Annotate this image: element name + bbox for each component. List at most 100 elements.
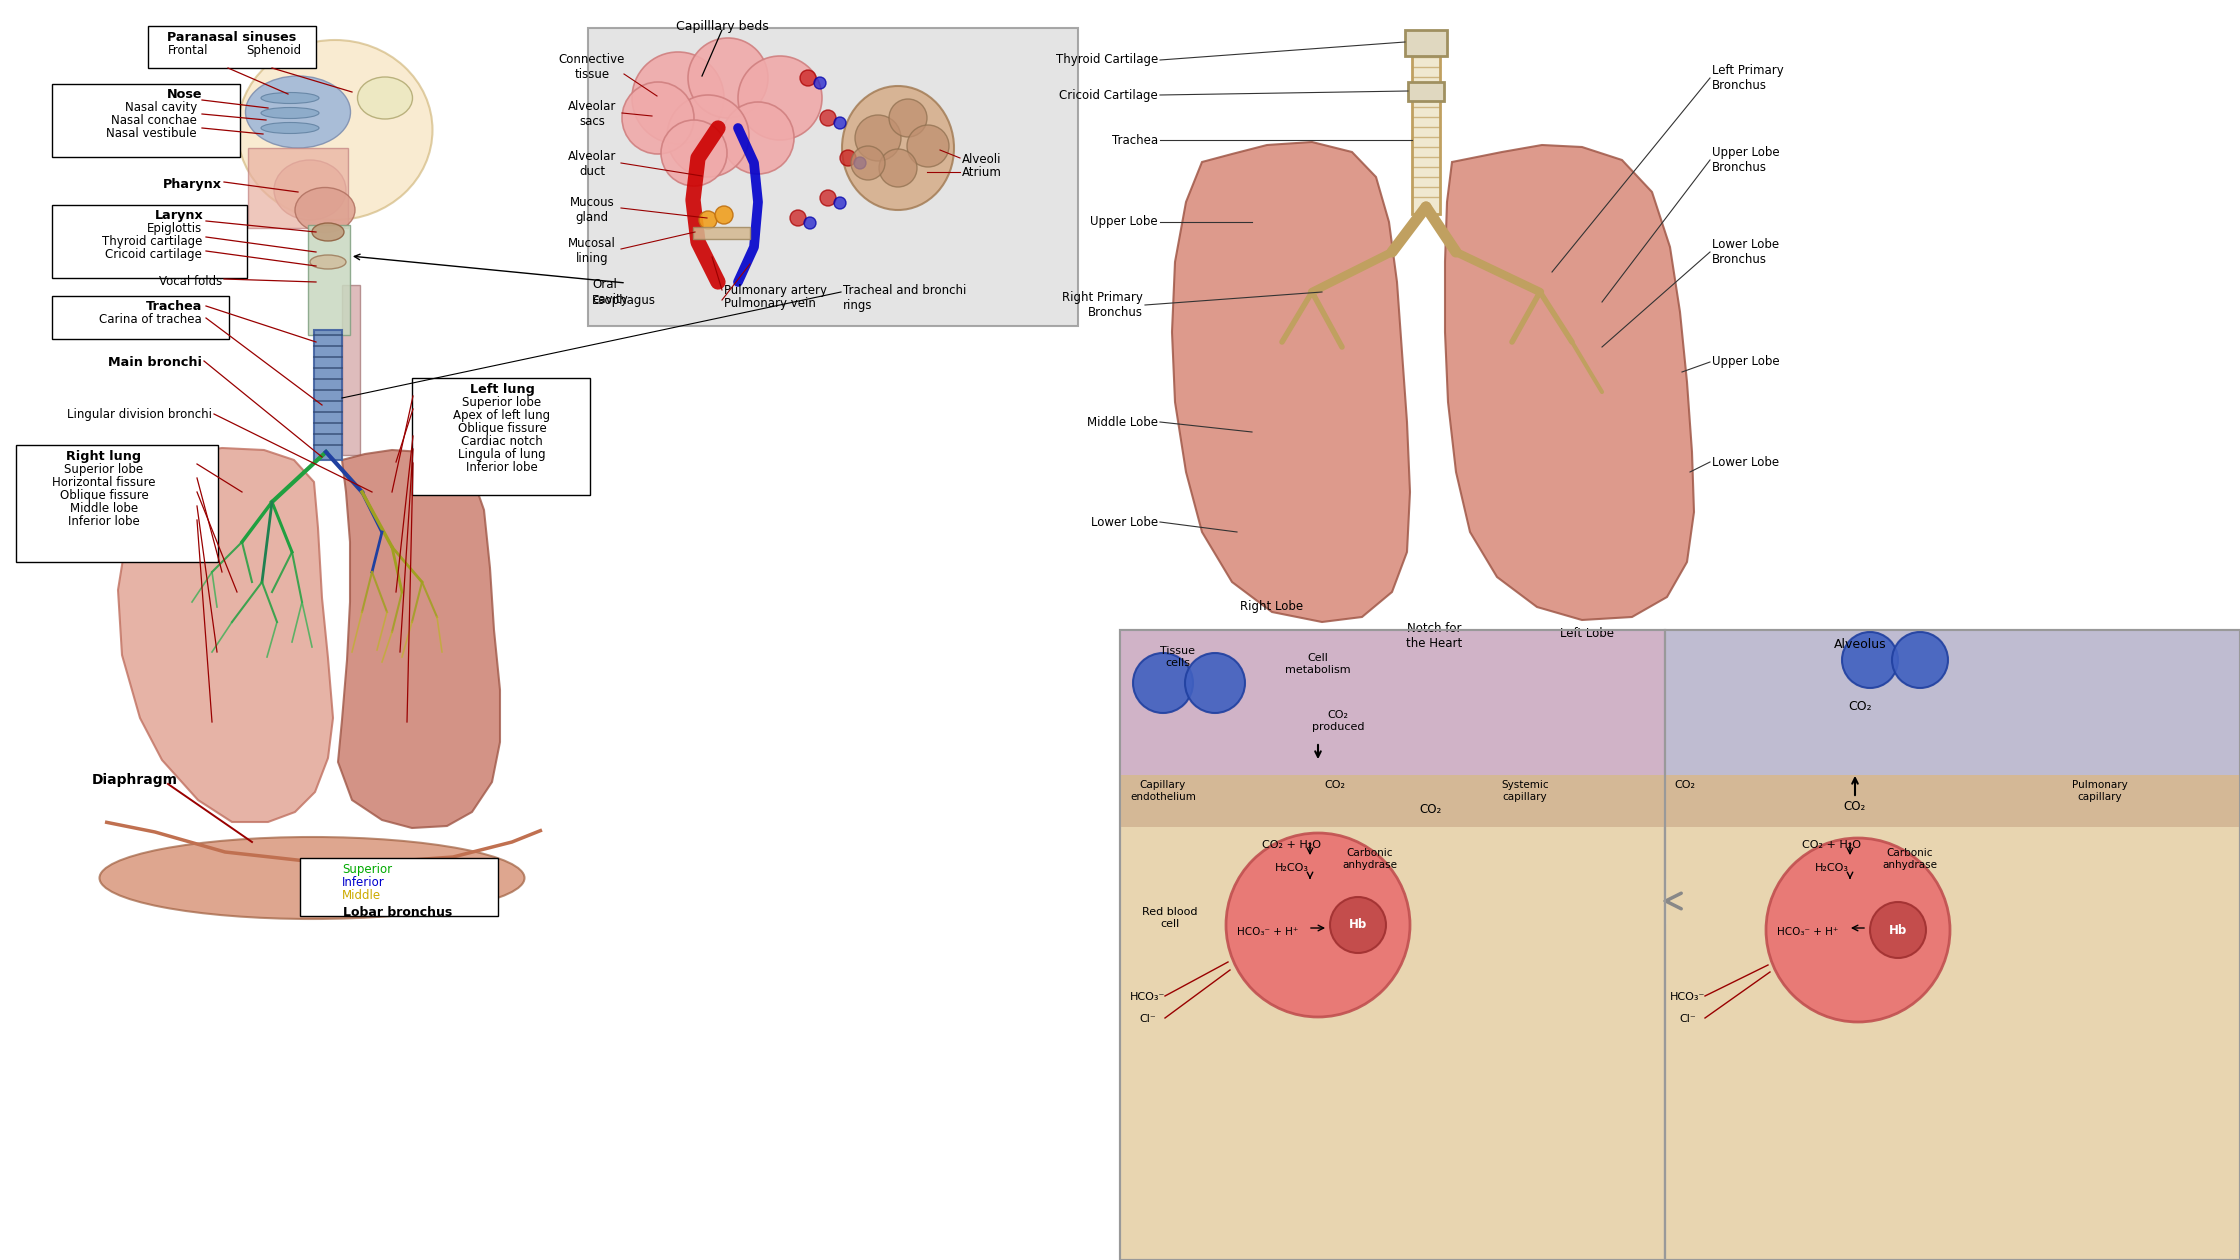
Text: CO₂ + H₂O: CO₂ + H₂O [1803, 840, 1861, 851]
Ellipse shape [296, 188, 354, 233]
Bar [1411, 32, 1440, 214]
Text: Thyroid Cartilage: Thyroid Cartilage [1055, 53, 1158, 67]
Text: Pharynx: Pharynx [164, 178, 222, 192]
Text: Pulmonary
capillary: Pulmonary capillary [2072, 780, 2128, 801]
Circle shape [668, 94, 748, 176]
Text: Left Primary
Bronchus: Left Primary Bronchus [1711, 64, 1783, 92]
Bar [343, 285, 361, 455]
Text: Hb: Hb [1888, 924, 1906, 936]
Text: Inferior lobe: Inferior lobe [466, 461, 538, 474]
Bar [314, 330, 343, 460]
Text: Inferior lobe: Inferior lobe [67, 515, 139, 528]
Text: Upper Lobe
Bronchus: Upper Lobe Bronchus [1711, 146, 1779, 174]
Text: Lower Lobe: Lower Lobe [1091, 515, 1158, 528]
Text: Diaphragm: Diaphragm [92, 772, 177, 788]
Bar [1404, 30, 1447, 55]
Text: Nose: Nose [166, 88, 202, 101]
Bar [1120, 630, 1664, 1260]
Bar [1120, 775, 1664, 827]
Text: Superior lobe: Superior lobe [461, 396, 542, 410]
Circle shape [1185, 653, 1245, 713]
Circle shape [840, 150, 856, 166]
Text: HCO₃⁻ + H⁺: HCO₃⁻ + H⁺ [1776, 927, 1839, 937]
Text: Middle lobe: Middle lobe [69, 501, 139, 515]
Circle shape [813, 77, 827, 89]
Text: Alveoli: Alveoli [961, 152, 1001, 166]
Circle shape [851, 146, 885, 180]
Text: Apex of left lung: Apex of left lung [452, 410, 551, 422]
Text: Mucous
gland: Mucous gland [569, 197, 614, 224]
Bar [1120, 630, 1664, 1260]
Circle shape [737, 55, 822, 140]
Text: Left Lobe: Left Lobe [1559, 627, 1615, 640]
Text: Middle Lobe: Middle Lobe [1086, 416, 1158, 428]
Text: Pulmonary artery: Pulmonary artery [724, 284, 827, 297]
Text: Hb: Hb [1348, 919, 1366, 931]
Text: Oblique fissure: Oblique fissure [457, 422, 547, 435]
Circle shape [878, 149, 916, 186]
Ellipse shape [358, 77, 412, 118]
Text: Alveolar
sacs: Alveolar sacs [567, 100, 616, 129]
Bar [307, 226, 349, 335]
Text: Upper Lobe: Upper Lobe [1091, 215, 1158, 228]
Circle shape [699, 210, 717, 229]
Ellipse shape [262, 107, 318, 118]
Text: Oblique fissure: Oblique fissure [60, 489, 148, 501]
Text: H₂CO₃: H₂CO₃ [1275, 863, 1308, 873]
Circle shape [853, 158, 867, 169]
Text: Tracheal and bronchi
rings: Tracheal and bronchi rings [842, 284, 965, 312]
Text: CO₂: CO₂ [1848, 701, 1873, 713]
Bar [587, 28, 1077, 326]
Text: Esophagus: Esophagus [591, 294, 656, 307]
Ellipse shape [842, 86, 954, 210]
Circle shape [1765, 838, 1951, 1022]
Text: CO₂: CO₂ [1676, 780, 1696, 790]
Circle shape [820, 190, 836, 205]
Text: CO₂: CO₂ [1324, 780, 1346, 790]
Ellipse shape [262, 122, 318, 134]
Text: Lingular division bronchi: Lingular division bronchi [67, 408, 213, 421]
Bar [1664, 630, 2240, 1260]
Circle shape [1225, 833, 1409, 1017]
Text: Carina of trachea: Carina of trachea [99, 312, 202, 326]
Bar [412, 378, 589, 495]
Text: Frontal: Frontal [168, 44, 208, 57]
Circle shape [791, 210, 806, 226]
Text: HCO₃⁻: HCO₃⁻ [1131, 992, 1165, 1002]
Text: Middle: Middle [343, 890, 381, 902]
Bar [148, 26, 316, 68]
Circle shape [907, 125, 950, 168]
Circle shape [688, 38, 768, 118]
Text: Alveolar
duct: Alveolar duct [567, 150, 616, 178]
Text: Atrium: Atrium [961, 166, 1001, 179]
Text: Lower Lobe
Bronchus: Lower Lobe Bronchus [1711, 238, 1779, 266]
Text: Vocal folds: Vocal folds [159, 275, 222, 289]
Bar [249, 147, 347, 228]
Circle shape [889, 100, 927, 137]
Circle shape [833, 197, 847, 209]
Circle shape [1331, 897, 1387, 953]
Text: Epiglottis: Epiglottis [148, 222, 202, 236]
Bar [692, 227, 750, 239]
Text: Cricoid cartilage: Cricoid cartilage [105, 248, 202, 261]
Text: Carbonic
anhydrase: Carbonic anhydrase [1342, 848, 1398, 869]
Polygon shape [1172, 142, 1409, 622]
Ellipse shape [273, 160, 345, 220]
Text: Upper Lobe: Upper Lobe [1711, 355, 1779, 368]
Text: Right lung: Right lung [67, 450, 141, 462]
Circle shape [1893, 633, 1949, 688]
Bar [1664, 775, 2240, 827]
Circle shape [833, 117, 847, 129]
Text: Main bronchi: Main bronchi [108, 357, 202, 369]
Text: CO₂
produced: CO₂ produced [1313, 709, 1364, 732]
Polygon shape [119, 449, 334, 822]
Circle shape [1870, 902, 1926, 958]
Circle shape [800, 71, 815, 86]
Circle shape [721, 102, 793, 174]
Text: Alveolus: Alveolus [1835, 638, 1886, 651]
Text: Nasal vestibule: Nasal vestibule [105, 127, 197, 140]
Text: Cricoid Cartilage: Cricoid Cartilage [1060, 88, 1158, 102]
Circle shape [715, 205, 732, 224]
Text: HCO₃⁻ + H⁺: HCO₃⁻ + H⁺ [1236, 927, 1299, 937]
Text: Cell
metabolism: Cell metabolism [1286, 653, 1351, 674]
